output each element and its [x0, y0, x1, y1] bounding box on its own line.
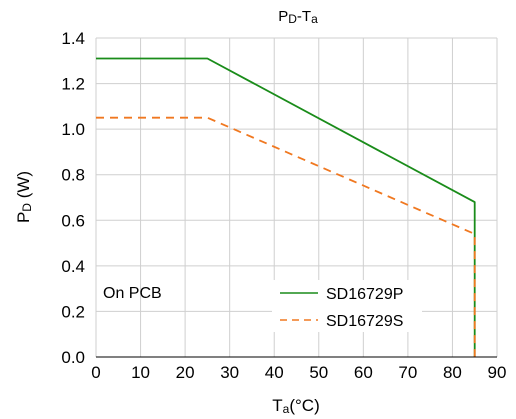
y-tick-label: 0.6 [61, 211, 85, 230]
tick-labels: 0 10 20 30 40 50 60 70 80 90 0.0 0.2 0.4 0.6 0.8 1.0 1.2… [61, 29, 506, 382]
x-tick-label: 60 [354, 363, 373, 382]
y-axis-label: PD (W) [14, 171, 34, 223]
on-pcb-annotation: On PCB [103, 285, 162, 302]
x-tick-label: 70 [398, 363, 417, 382]
chart-title: PD-Ta [278, 8, 318, 26]
y-tick-label: 0.8 [61, 166, 85, 185]
y-tick-label: 1.0 [61, 120, 85, 139]
x-tick-label: 20 [176, 363, 195, 382]
x-tick-label: 0 [91, 363, 100, 382]
y-tick-label: 0.0 [61, 348, 85, 367]
x-tick-label: 30 [220, 363, 239, 382]
series-line-sd16729s [96, 116, 476, 357]
y-tick-label: 1.4 [61, 29, 85, 48]
series-lines [96, 57, 476, 357]
x-tick-label: 80 [443, 363, 462, 382]
y-tick-label: 0.4 [61, 257, 85, 276]
x-tick-label: 40 [265, 363, 284, 382]
x-tick-label: 10 [131, 363, 150, 382]
x-axis-label: Ta(°C) [272, 396, 319, 416]
legend-background [272, 280, 422, 332]
y-tick-label: 0.2 [61, 302, 85, 321]
legend: SD16729P SD16729S [272, 280, 422, 332]
x-tick-label: 90 [488, 363, 507, 382]
legend-label-sd16729s: SD16729S [326, 313, 403, 330]
y-tick-label: 1.2 [61, 75, 85, 94]
legend-label-sd16729p: SD16729P [326, 286, 403, 303]
x-tick-label: 50 [309, 363, 328, 382]
